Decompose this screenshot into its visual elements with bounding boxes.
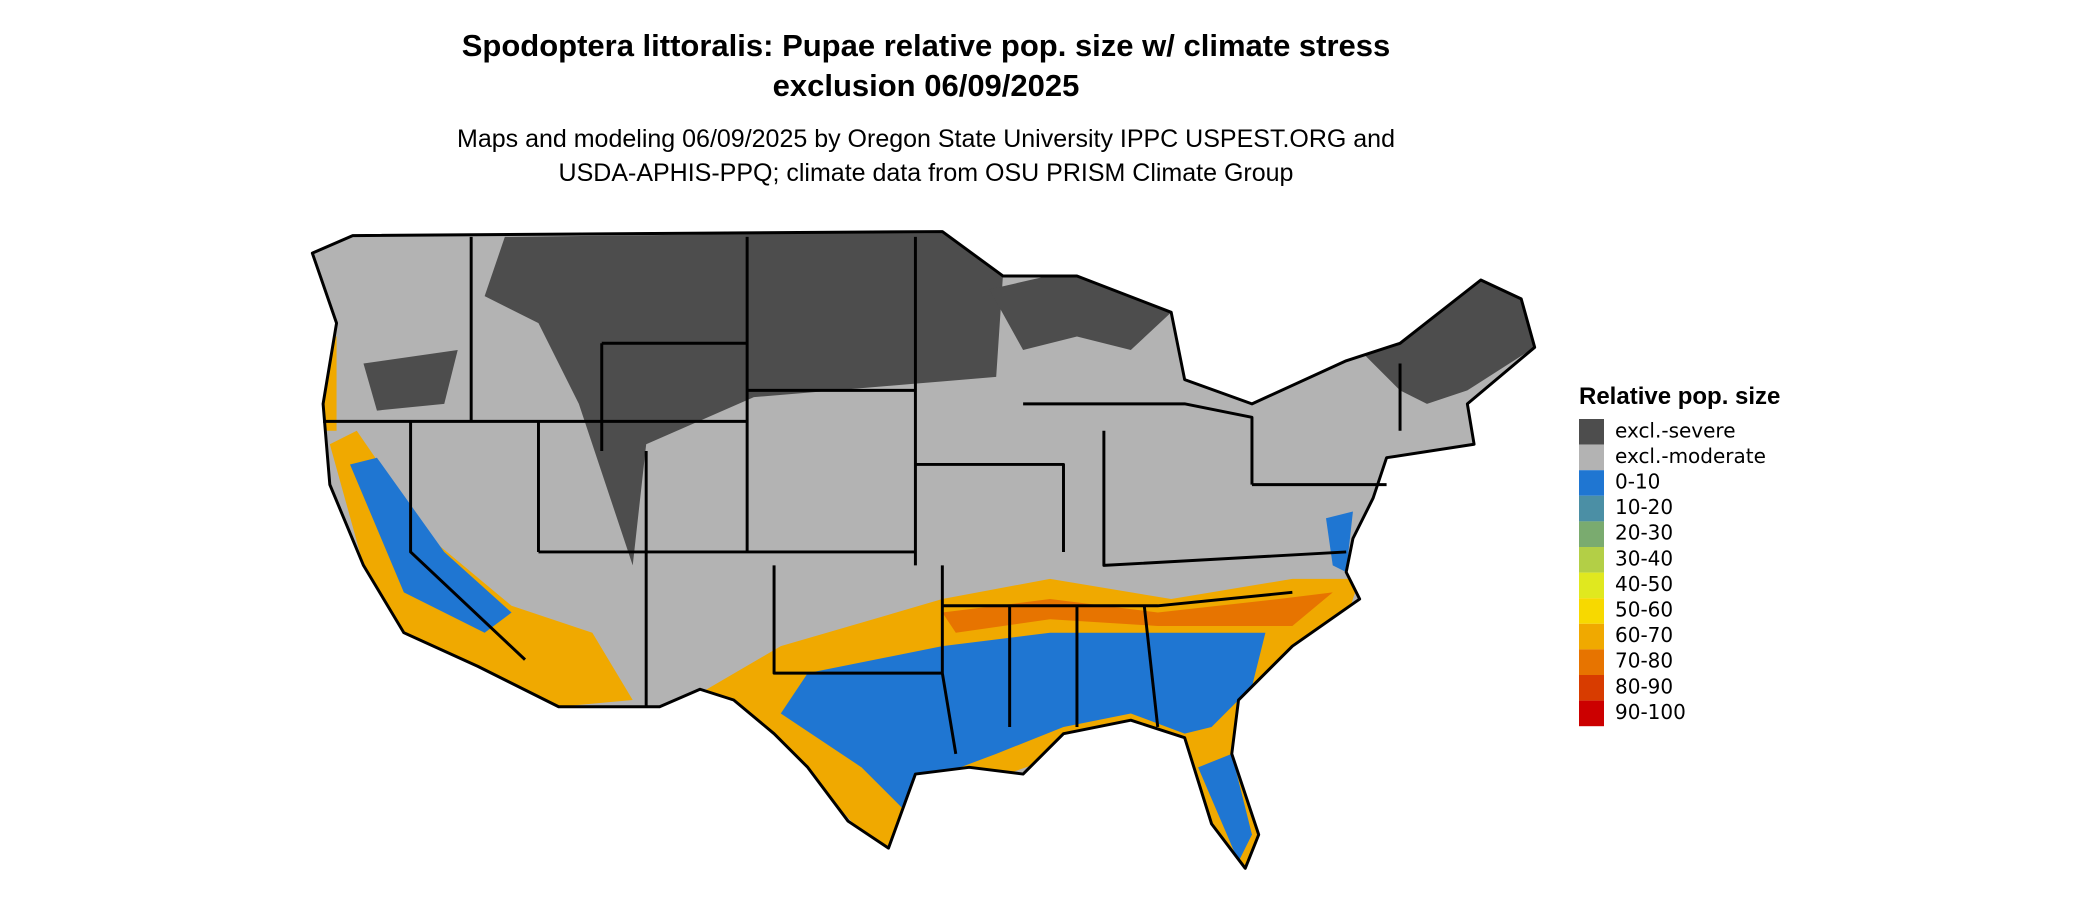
legend-swatch — [1579, 495, 1604, 522]
title-line: exclusion 06/09/2025 — [773, 68, 1080, 103]
legend-swatch — [1579, 419, 1604, 445]
legend-label: excl.-moderate — [1615, 444, 1766, 468]
legend-label: 30-40 — [1615, 546, 1673, 570]
legend-title: Relative pop. size — [1579, 383, 1780, 410]
subtitle-line: Maps and modeling 06/09/2025 by Oregon S… — [457, 125, 1395, 153]
legend-label: 40-50 — [1615, 572, 1673, 596]
excluded-severe-area — [989, 269, 1172, 351]
state-borders — [323, 236, 1402, 755]
suitable-area — [1326, 511, 1353, 573]
legend-label: 0-10 — [1615, 470, 1660, 494]
title-line: Spodoptera littoralis: Pupae relative po… — [462, 28, 1391, 63]
legend-swatch — [1579, 649, 1604, 675]
legend-label: 20-30 — [1615, 521, 1673, 545]
legend-label: 70-80 — [1615, 649, 1673, 673]
legend: excl.-severeexcl.-moderate0-1010-2020-30… — [1579, 418, 1766, 727]
legend-label: 60-70 — [1615, 623, 1673, 647]
legend-label: excl.-severe — [1615, 418, 1736, 442]
legend-label: 10-20 — [1615, 495, 1673, 519]
legend-swatch — [1579, 700, 1604, 727]
excluded-severe-area — [363, 350, 458, 411]
suitable-area — [1198, 753, 1252, 862]
suitable-area — [350, 457, 512, 633]
excluded-severe-area — [1359, 280, 1535, 404]
suitable-area — [942, 592, 1333, 633]
excluded-severe-area — [484, 231, 1003, 566]
legend-swatch — [1579, 470, 1604, 496]
suitable-area — [780, 632, 1266, 808]
us-outline — [310, 230, 1537, 870]
legend-swatch — [1579, 572, 1604, 599]
suitable-area — [329, 430, 633, 707]
legend-swatch — [1579, 521, 1604, 547]
legend-swatch — [1579, 444, 1604, 471]
legend-label: 80-90 — [1615, 674, 1673, 698]
legend-swatch — [1579, 598, 1604, 624]
legend-label: 90-100 — [1615, 700, 1686, 724]
subtitle-line: USDA-APHIS-PPQ; climate data from OSU PR… — [559, 159, 1294, 187]
legend-swatch — [1579, 623, 1604, 650]
legend-swatch — [1579, 547, 1604, 573]
us-map — [310, 230, 1537, 870]
legend-swatch — [1579, 675, 1604, 701]
map-fill — [312, 231, 1535, 869]
legend-label: 50-60 — [1615, 598, 1673, 622]
